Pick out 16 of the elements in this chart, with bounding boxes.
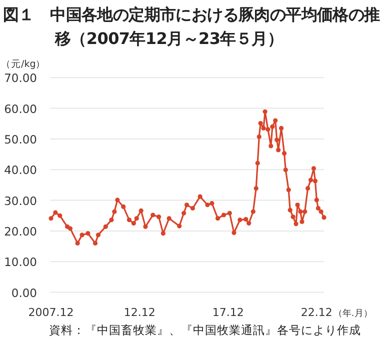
y-tick-label: 0.00 xyxy=(11,286,37,300)
x-tick-label: 22.12 xyxy=(300,306,332,319)
text: 資料：『中国畜牧業』、『中国牧業通訊』各号により作成 xyxy=(49,323,361,337)
y-tick-label: 10.00 xyxy=(4,255,37,270)
x-tick-label: 12.12 xyxy=(124,306,156,319)
y-axis-title: （元/kg） xyxy=(1,59,46,70)
y-tick-label: 20.00 xyxy=(4,224,37,238)
y-tick-label: 40.00 xyxy=(4,163,37,178)
x-axis-title: （年.月） xyxy=(333,308,372,319)
x-tick-label: 2007.12 xyxy=(28,306,74,319)
y-tick-label: 50.00 xyxy=(4,132,37,146)
y-tick-label: 70.00 xyxy=(4,71,37,86)
title: 図１ 中国各地の定期市における豚肉の平均価格の推移（2007年12月～23年５月） xyxy=(3,4,380,50)
x-tick-label: 17.12 xyxy=(212,306,244,319)
y-tick-label: 60.00 xyxy=(4,102,37,116)
y-tick-label: 30.00 xyxy=(4,194,37,208)
